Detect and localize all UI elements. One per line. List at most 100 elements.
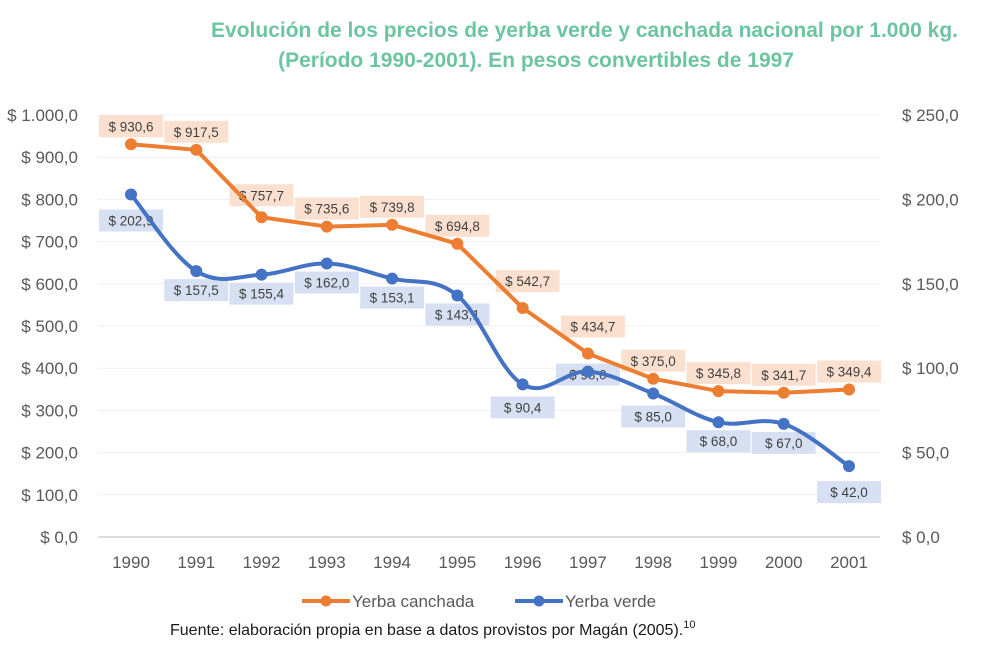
right-tick-label: $ 250,0 bbox=[902, 106, 959, 125]
data-point[interactable] bbox=[125, 188, 137, 201]
chart-title: Evolución de los precios de yerba verde … bbox=[211, 19, 958, 42]
data-point[interactable] bbox=[386, 272, 399, 285]
data-label-bg bbox=[751, 431, 816, 454]
data-point[interactable] bbox=[843, 383, 855, 396]
data-point[interactable] bbox=[255, 211, 268, 224]
x-tick-label: 1994 bbox=[373, 553, 411, 572]
data-point[interactable] bbox=[843, 460, 855, 473]
right-tick-label: $ 50,0 bbox=[902, 444, 949, 463]
data-label-bg bbox=[294, 197, 359, 220]
data-label-bg bbox=[560, 315, 625, 338]
x-tick-label: 2001 bbox=[830, 553, 868, 572]
data-label: $ 155,4 bbox=[229, 282, 294, 305]
data-label: $ 90,4 bbox=[490, 396, 555, 419]
right-tick-label: $ 150,0 bbox=[902, 275, 959, 294]
data-label: $ 930,6 bbox=[99, 115, 163, 138]
data-label-bg bbox=[751, 363, 816, 386]
data-point[interactable] bbox=[255, 268, 268, 281]
data-point[interactable] bbox=[581, 347, 594, 360]
x-tick-label: 1992 bbox=[243, 553, 281, 572]
data-point[interactable] bbox=[647, 387, 660, 400]
legend-label-canchada: Yerba canchada bbox=[352, 592, 475, 611]
data-label-bg bbox=[360, 286, 425, 309]
data-point[interactable] bbox=[451, 289, 464, 302]
data-point[interactable] bbox=[516, 301, 529, 314]
data-label: $ 67,0 bbox=[751, 431, 816, 454]
series-layer bbox=[125, 138, 855, 473]
data-label-bg bbox=[686, 362, 751, 385]
data-label-text: $ 739,8 bbox=[370, 200, 415, 215]
data-label: $ 85,0 bbox=[621, 405, 686, 428]
data-label-text: $ 143,1 bbox=[435, 307, 480, 322]
data-point[interactable] bbox=[320, 257, 333, 270]
series-line-verde bbox=[129, 192, 851, 469]
data-label: $ 68,0 bbox=[686, 430, 751, 453]
data-label-text: $ 157,5 bbox=[174, 283, 219, 298]
data-label-text: $ 345,8 bbox=[696, 366, 741, 381]
data-point[interactable] bbox=[190, 265, 203, 278]
x-tick-label: 1998 bbox=[634, 553, 672, 572]
gridlines bbox=[98, 114, 880, 538]
x-tick-label: 1996 bbox=[504, 553, 542, 572]
data-label-text: $ 42,0 bbox=[830, 485, 868, 500]
data-point[interactable] bbox=[712, 416, 725, 429]
x-tick-label: 1991 bbox=[177, 553, 215, 572]
data-point[interactable] bbox=[125, 138, 137, 151]
data-label-bg bbox=[294, 271, 359, 294]
data-point[interactable] bbox=[712, 385, 725, 398]
data-label-text: $ 85,0 bbox=[634, 410, 672, 425]
data-label-text: $ 162,0 bbox=[304, 276, 349, 291]
left-tick-label: $ 500,0 bbox=[21, 317, 78, 336]
data-label-text: $ 90,4 bbox=[504, 400, 542, 415]
data-label-text: $ 930,6 bbox=[108, 119, 153, 134]
data-point[interactable] bbox=[320, 220, 333, 233]
right-tick-label: $ 200,0 bbox=[902, 190, 959, 209]
data-point[interactable] bbox=[581, 365, 594, 378]
data-point[interactable] bbox=[777, 386, 790, 399]
data-label-text: $ 202,9 bbox=[108, 214, 153, 229]
source-footnote: 10 bbox=[683, 619, 695, 631]
x-tick-label: 1993 bbox=[308, 553, 346, 572]
data-point[interactable] bbox=[386, 218, 399, 231]
data-label-bg bbox=[164, 120, 229, 143]
data-label-text: $ 542,7 bbox=[505, 274, 550, 289]
data-label-text: $ 917,5 bbox=[174, 125, 219, 140]
legend-item-yerba-verde[interactable]: Yerba verde bbox=[515, 592, 656, 611]
data-label-bg bbox=[817, 481, 881, 504]
data-point[interactable] bbox=[516, 378, 529, 391]
data-label: $ 739,8 bbox=[360, 195, 425, 218]
x-tick-label: 1995 bbox=[438, 553, 476, 572]
data-label-text: $ 735,6 bbox=[304, 202, 349, 217]
data-label-bg bbox=[164, 279, 229, 302]
data-label: $ 143,1 bbox=[425, 303, 490, 326]
data-label: $ 349,4 bbox=[817, 360, 881, 383]
data-label: $ 694,8 bbox=[425, 214, 490, 237]
x-tick-label: 1999 bbox=[700, 553, 738, 572]
right-tick-label: $ 0,0 bbox=[902, 528, 940, 547]
legend-item-yerba-canchada[interactable]: Yerba canchada bbox=[302, 592, 475, 611]
data-label-bg bbox=[686, 430, 751, 453]
data-label-bg bbox=[621, 349, 686, 372]
left-tick-label: $ 1.000,0 bbox=[7, 106, 78, 125]
data-point[interactable] bbox=[647, 372, 660, 385]
data-label-text: $ 349,4 bbox=[826, 365, 872, 380]
legend-marker-verde bbox=[533, 595, 545, 607]
data-label-bg bbox=[621, 405, 686, 428]
left-tick-label: $ 900,0 bbox=[21, 148, 78, 167]
x-axis: 1990 1991 1992 1993 1994 1995 1996 1997 1998 1999… bbox=[112, 553, 868, 572]
data-point[interactable] bbox=[777, 417, 790, 430]
right-tick-label: $ 100,0 bbox=[902, 359, 959, 378]
left-tick-label: $ 0,0 bbox=[40, 528, 78, 547]
data-point[interactable] bbox=[190, 143, 203, 156]
data-label-bg bbox=[495, 269, 560, 292]
data-point[interactable] bbox=[451, 237, 464, 250]
data-label-text: $ 434,7 bbox=[570, 320, 615, 335]
left-tick-label: $ 400,0 bbox=[21, 359, 78, 378]
chart-subtitle: (Período 1990-2001). En pesos convertibl… bbox=[278, 49, 794, 72]
data-label-text: $ 155,4 bbox=[239, 287, 285, 302]
left-tick-label: $ 200,0 bbox=[21, 444, 78, 463]
data-label: $ 341,7 bbox=[751, 363, 816, 386]
data-label: $ 42,0 bbox=[817, 481, 881, 504]
data-label: $ 345,8 bbox=[686, 362, 751, 385]
